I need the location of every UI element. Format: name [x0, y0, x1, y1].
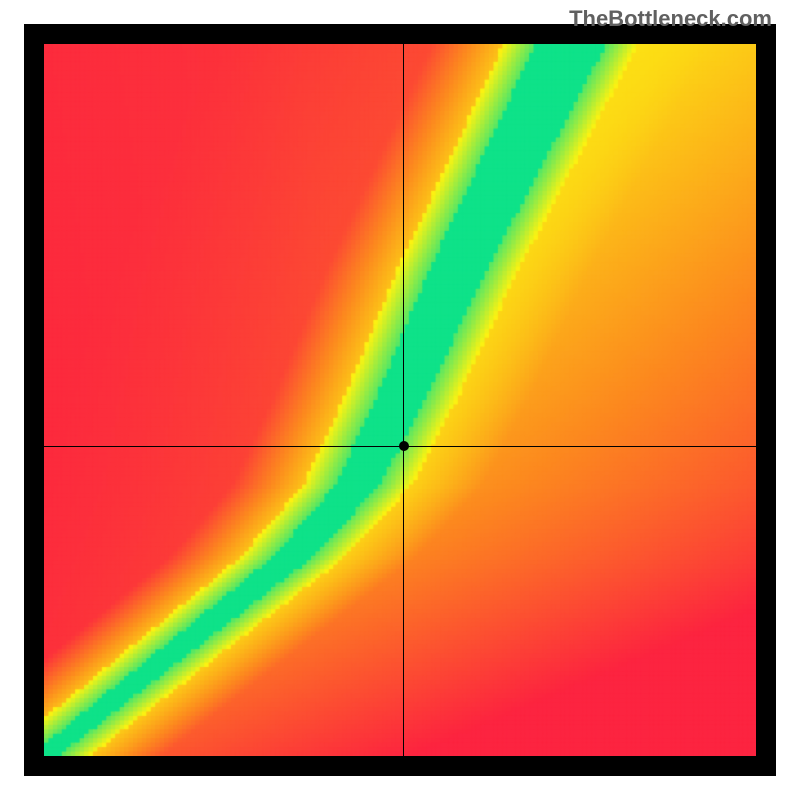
- crosshair-vertical: [403, 44, 404, 756]
- heatmap-canvas: [44, 44, 756, 756]
- watermark-text: TheBottleneck.com: [569, 6, 772, 32]
- heatmap-plot-area: [44, 44, 756, 756]
- chart-outer-frame: [24, 24, 776, 776]
- root-container: TheBottleneck.com: [0, 0, 800, 800]
- crosshair-marker: [399, 441, 409, 451]
